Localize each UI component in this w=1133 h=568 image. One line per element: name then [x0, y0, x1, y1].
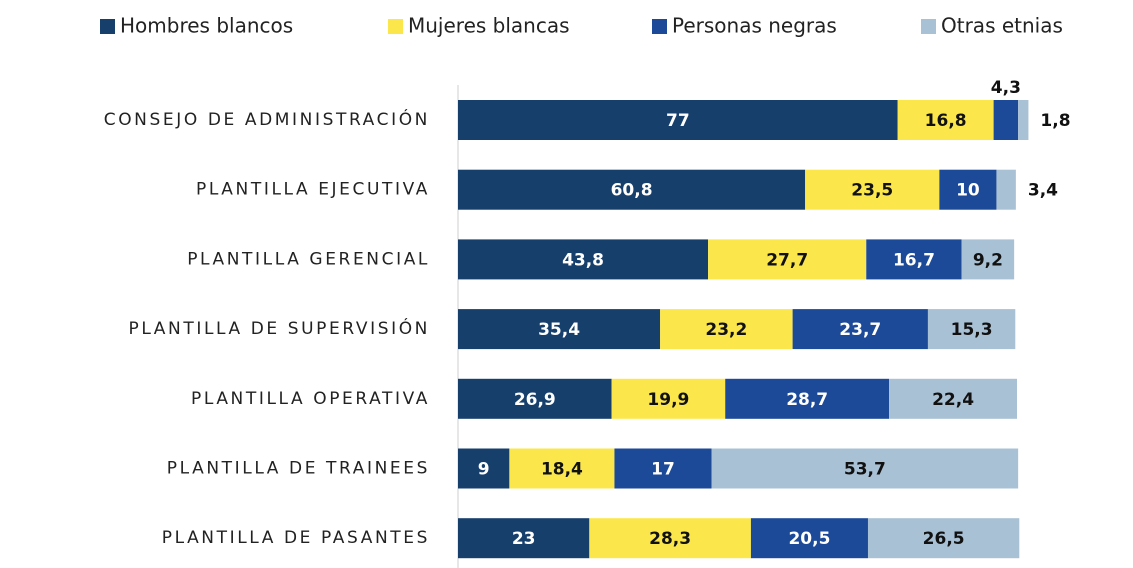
value-label: 35,4: [538, 320, 580, 340]
value-label: 22,4: [932, 390, 974, 410]
bar-segment: [792, 309, 928, 350]
value-label: 23,5: [851, 181, 893, 201]
bar-segment: [708, 239, 867, 280]
category-label: PLANTILLA DE PASANTES: [162, 528, 430, 548]
value-label: 9,2: [973, 250, 1003, 270]
value-label: 20,5: [788, 529, 830, 549]
bar-segment: [458, 309, 661, 350]
value-label: 3,4: [1028, 181, 1058, 201]
bar-segment: [458, 239, 709, 280]
value-label: 28,7: [786, 390, 828, 410]
value-label: 15,3: [951, 320, 993, 340]
value-label: 9: [478, 460, 490, 480]
bar-segment: [889, 378, 1018, 419]
bar-segment: [458, 169, 806, 210]
bar-segment: [458, 378, 612, 419]
bar-segment: [458, 448, 510, 489]
bar-segment: [589, 518, 751, 559]
bar-segment: [866, 239, 962, 280]
value-label: 53,7: [844, 460, 886, 480]
bar-segment: [750, 518, 868, 559]
value-label: 10: [956, 181, 980, 201]
bar-segment: [996, 169, 1016, 210]
bar-segment: [993, 100, 1019, 140]
bar-segment: [614, 448, 712, 489]
category-label: PLANTILLA EJECUTIVA: [196, 180, 430, 200]
legend-swatch: [100, 19, 115, 34]
category-label: PLANTILLA DE SUPERVISIÓN: [128, 317, 430, 339]
bar-segment: [1018, 100, 1029, 140]
bar-segment: [867, 518, 1020, 559]
legend-swatch: [388, 19, 403, 34]
value-label: 16,7: [893, 250, 935, 270]
value-label: 28,3: [649, 529, 691, 549]
value-label: 77: [666, 111, 690, 131]
bar-segment: [509, 448, 615, 489]
bar-segment: [961, 239, 1015, 280]
category-label: PLANTILLA DE TRAINEES: [167, 459, 430, 479]
value-label: 60,8: [611, 181, 653, 201]
legend-label: Otras etnias: [941, 14, 1063, 38]
value-label: 1,8: [1040, 111, 1070, 131]
value-label: 26,9: [514, 390, 556, 410]
value-label: 23: [512, 529, 536, 549]
legend-swatch: [921, 19, 936, 34]
legend-label: Personas negras: [672, 14, 837, 38]
value-label: 43,8: [562, 250, 604, 270]
value-label: 27,7: [766, 250, 808, 270]
bar-segment: [805, 169, 940, 210]
value-label: 26,5: [923, 529, 965, 549]
bar-segment: [897, 100, 994, 140]
bar-segment: [927, 309, 1016, 350]
value-label: 18,4: [541, 460, 583, 480]
value-label: 4,3: [991, 78, 1021, 98]
bar-segment: [939, 169, 997, 210]
value-label: 17: [651, 460, 675, 480]
bar-segment: [711, 448, 1019, 489]
value-label: 16,8: [925, 111, 967, 131]
category-label: PLANTILLA OPERATIVA: [191, 389, 430, 409]
bar-segment: [458, 518, 590, 559]
legend-label: Mujeres blancas: [408, 14, 570, 38]
category-label: PLANTILLA GERENCIAL: [187, 249, 430, 269]
bar-segment: [611, 378, 726, 419]
value-label: 23,7: [839, 320, 881, 340]
value-label: 23,2: [705, 320, 747, 340]
bar-segment: [725, 378, 890, 419]
value-label: 19,9: [647, 390, 689, 410]
category-label: CONSEJO DE ADMINISTRACIÓN: [104, 108, 430, 130]
legend-swatch: [652, 19, 667, 34]
bar-segment: [660, 309, 793, 350]
bar-segment: [458, 100, 898, 140]
legend-label: Hombres blancos: [120, 14, 293, 38]
